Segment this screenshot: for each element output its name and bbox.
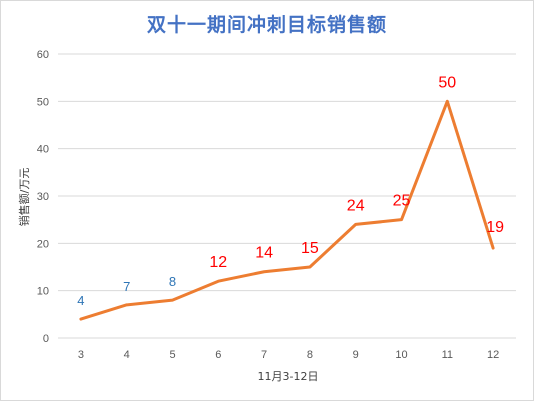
data-label: 15: [301, 240, 319, 257]
data-labels: 4 7 8 12 14 15 24 25 50 19: [77, 74, 504, 308]
y-tick-label: 30: [37, 191, 49, 203]
x-tick-label: 8: [307, 349, 313, 361]
data-label: 50: [438, 74, 456, 91]
data-label: 8: [169, 274, 176, 289]
x-tick-label: 4: [124, 349, 130, 361]
data-label: 14: [255, 245, 273, 262]
series-line: [79, 99, 495, 321]
x-tick-label: 3: [78, 349, 84, 361]
data-label: 4: [77, 293, 84, 308]
x-tick-label: 5: [169, 349, 175, 361]
x-tick-label: 9: [353, 349, 359, 361]
x-tick-label: 11: [442, 349, 453, 361]
y-tick-label: 40: [37, 144, 49, 156]
y-axis-ticks: 0 10 20 30 40 50 60: [37, 49, 49, 345]
x-axis-title: 11月3-12日: [258, 370, 319, 383]
data-label: 12: [209, 254, 227, 271]
y-tick-label: 10: [37, 286, 49, 298]
data-label: 7: [123, 279, 130, 294]
data-label: 19: [486, 219, 504, 236]
y-tick-label: 50: [37, 96, 49, 108]
x-tick-label: 7: [261, 349, 267, 361]
gridlines: [58, 53, 516, 339]
y-tick-label: 60: [37, 49, 49, 61]
y-tick-label: 20: [37, 238, 49, 250]
x-tick-label: 6: [215, 349, 221, 361]
x-tick-label: 12: [487, 349, 499, 361]
x-axis-ticks: 3 4 5 6 7 8 9 10 11 12: [78, 349, 499, 361]
data-label: 25: [393, 193, 411, 210]
chart-title: 双十一期间冲刺目标销售额: [146, 14, 387, 36]
y-tick-label: 0: [43, 333, 49, 345]
y-axis-title: 销售额/万元: [17, 168, 31, 227]
x-tick-label: 10: [395, 349, 407, 361]
data-label: 24: [347, 197, 365, 214]
